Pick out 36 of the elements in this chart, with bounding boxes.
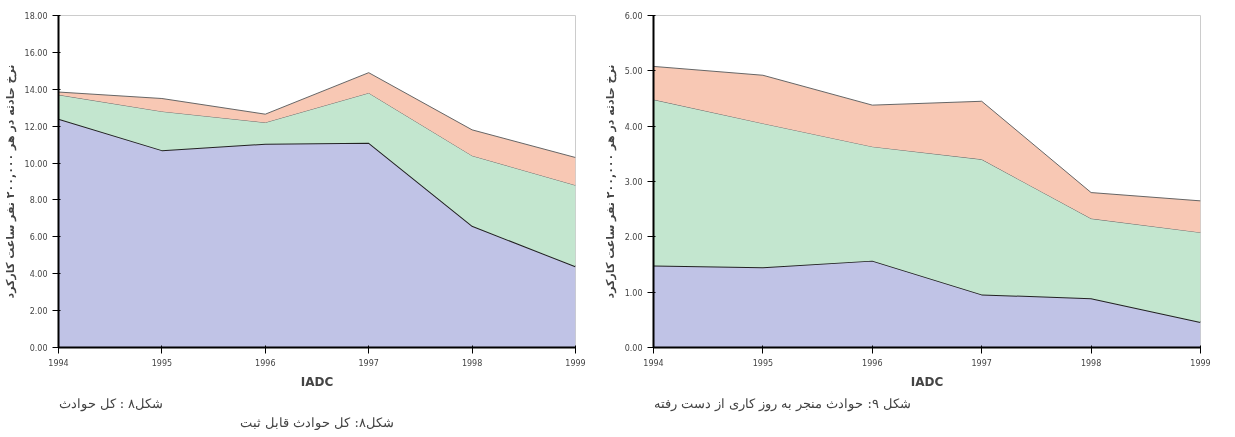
y-tick-label: 6.00 [624, 12, 643, 21]
x-tick-label: 1997 [971, 358, 992, 368]
x-tick-label: 1997 [358, 358, 379, 368]
y-tick-label: 1.00 [624, 288, 643, 298]
x-tick-label: 1996 [255, 358, 276, 368]
y-tick-label: 18.00 [24, 12, 48, 21]
x-tick-label: 1994 [48, 358, 69, 368]
y-tick-label: 14.00 [24, 85, 48, 95]
y-axis-title: نرخ حادثه در هر ۲۰۰,۰۰۰ نفر ساعت کارکرد [3, 64, 17, 299]
y-tick-label: 4.00 [29, 270, 48, 280]
y-tick-label: 2.00 [624, 233, 643, 243]
text: شکل۸: کل حوادث قابل ثبت [240, 414, 394, 431]
y-tick-label: 6.00 [29, 233, 48, 243]
text: IADC [910, 374, 944, 389]
y-tick-label: 5.00 [624, 67, 643, 77]
x-tick-label: 1998 [461, 358, 483, 368]
y-tick-label: 2.00 [29, 307, 48, 317]
x-tick-label: 1996 [862, 358, 883, 368]
y-tick-label: 8.00 [29, 196, 48, 206]
y-axis-title: نرخ حادثه در هر ۲۰۰,۰۰۰ نفر ساعت کارکرد [603, 64, 617, 299]
y-tick-label: 4.00 [624, 122, 643, 132]
y-tick-label: 3.00 [624, 178, 643, 187]
x-tick-label: 1999 [1190, 358, 1211, 368]
y-tick-label: 0.00 [624, 344, 643, 353]
y-tick-label: 16.00 [24, 48, 48, 58]
x-tick-label: 1995 [151, 358, 173, 368]
x-tick-label: 1998 [1080, 358, 1102, 368]
x-tick-label: 1995 [752, 358, 774, 368]
text: IADC [300, 374, 334, 389]
y-tick-label: 10.00 [24, 159, 48, 169]
y-tick-label: 0.00 [29, 344, 48, 353]
y-tick-label: 12.00 [24, 122, 48, 132]
x-tick-label: 1994 [643, 358, 664, 368]
text: شکل۸ : کل حوادث [58, 395, 164, 412]
text: شکل ۹: حوادث منجر به روز کاری از دست رفته [653, 395, 912, 412]
x-tick-label: 1999 [565, 358, 586, 368]
